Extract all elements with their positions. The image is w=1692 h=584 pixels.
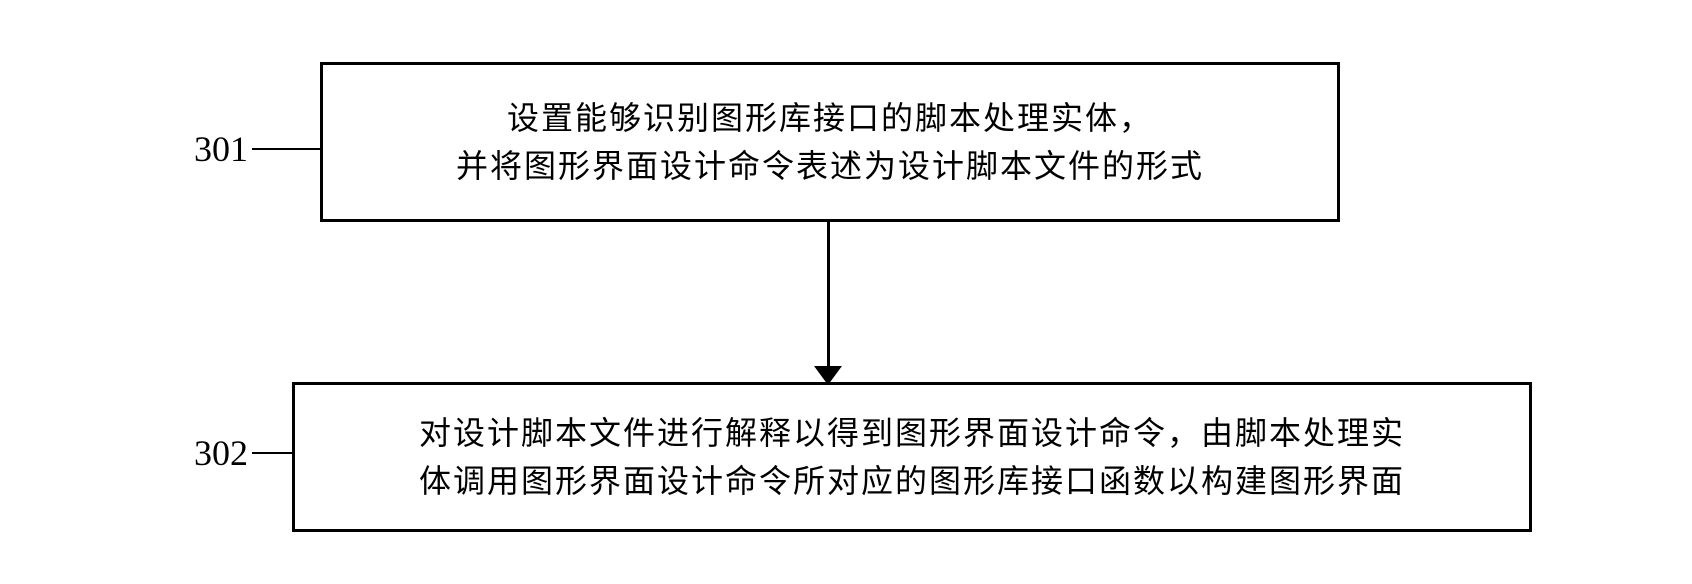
edge-301-302-shaft [827, 222, 830, 368]
diagram-canvas: 301 302 设置能够识别图形库接口的脚本处理实体，并将图形界面设计命令表述为设计… [0, 0, 1692, 584]
edge-301-302-arrowhead [814, 366, 842, 385]
node-301: 设置能够识别图形库接口的脚本处理实体，并将图形界面设计命令表述为设计脚本文件的形… [320, 62, 1340, 222]
lc-301 [252, 148, 320, 150]
node-301-line-0: 设置能够识别图形库接口的脚本处理实体， [507, 94, 1153, 142]
label-302: 302 [168, 432, 248, 474]
node-302-line-0: 对设计脚本文件进行解释以得到图形界面设计命令，由脚本处理实 [419, 409, 1405, 457]
node-302-line-1: 体调用图形界面设计命令所对应的图形库接口函数以构建图形界面 [419, 457, 1405, 505]
node-301-line-1: 并将图形界面设计命令表述为设计脚本文件的形式 [456, 142, 1204, 190]
node-302: 对设计脚本文件进行解释以得到图形界面设计命令，由脚本处理实体调用图形界面设计命令… [292, 382, 1532, 532]
lc-302 [252, 452, 292, 454]
label-301: 301 [168, 128, 248, 170]
